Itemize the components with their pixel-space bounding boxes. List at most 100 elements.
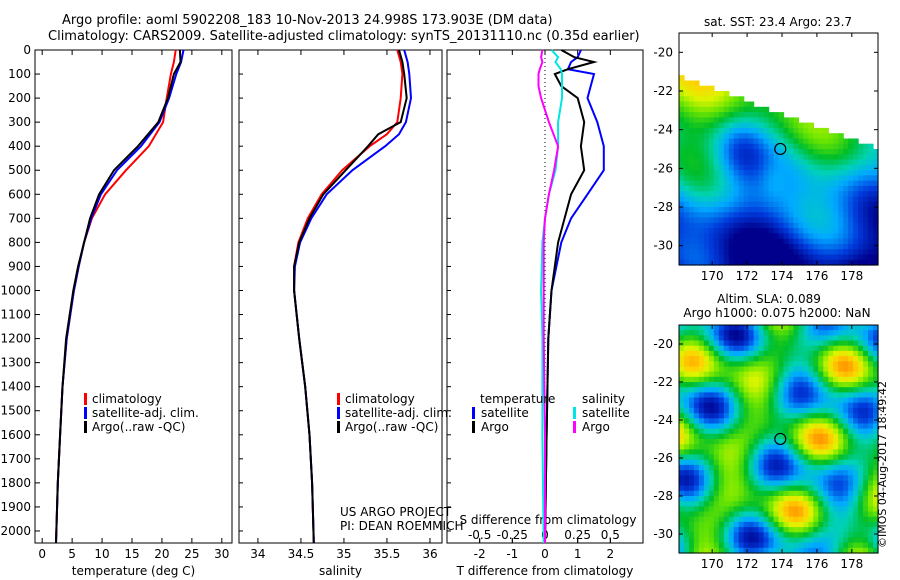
map-cell: [684, 433, 690, 440]
map-cell: [868, 459, 874, 466]
map-cell: [738, 127, 745, 134]
map-cell: [793, 138, 799, 145]
map-cell: [753, 464, 760, 471]
map-cell: [868, 149, 874, 155]
map-cell: [808, 330, 814, 336]
map-cell: [703, 335, 710, 342]
map-cell: [833, 459, 839, 466]
map-cell: [838, 340, 844, 347]
map-cell: [753, 470, 760, 476]
map-cell: [728, 345, 735, 352]
map-cell: [728, 485, 735, 492]
map-cell: [733, 175, 740, 182]
map-cell: [758, 423, 765, 430]
map-cell: [753, 254, 760, 261]
map-cell: [708, 106, 715, 113]
map-cell: [793, 423, 799, 430]
map-cell: [713, 207, 720, 213]
map-cell: [818, 382, 824, 388]
map-cell: [823, 418, 829, 425]
map-cell: [748, 464, 755, 471]
map-cell: [679, 217, 685, 224]
map-cell: [718, 91, 725, 97]
map-cell: [788, 459, 795, 466]
map-cell: [753, 521, 760, 528]
map-cell: [788, 340, 795, 347]
map-cell: [793, 149, 799, 155]
map-cell: [778, 459, 785, 466]
map-cell: [698, 361, 705, 368]
map-cell: [763, 382, 770, 388]
map-cell: [718, 345, 725, 352]
map-cell: [718, 521, 725, 528]
map-cell: [793, 413, 799, 419]
map-cell: [689, 228, 695, 234]
map-cell: [873, 149, 879, 155]
map-cell: [843, 185, 849, 192]
map-cell: [713, 376, 720, 383]
map-cell: [743, 185, 750, 192]
map-cell: [868, 201, 874, 208]
map-cell: [743, 154, 750, 161]
map-cell: [738, 361, 745, 368]
map-cell: [703, 407, 710, 414]
map-cell: [679, 175, 685, 182]
map-cell: [803, 444, 809, 450]
map-cell: [808, 547, 814, 554]
map-cell: [868, 233, 874, 240]
map-cell: [679, 207, 685, 213]
map-cell: [808, 397, 814, 404]
map-cell: [813, 459, 819, 466]
map-cell: [718, 366, 725, 373]
map-cell: [848, 330, 854, 336]
map-cell: [708, 222, 715, 229]
map-cell: [813, 454, 819, 461]
map-cell: [748, 542, 755, 549]
map-cell: [703, 217, 710, 224]
map-cell: [823, 527, 829, 533]
map-cell: [679, 196, 685, 203]
map-cell: [713, 397, 720, 404]
map-cell: [783, 154, 790, 161]
map-cell: [689, 149, 695, 155]
map-cell: [798, 325, 804, 331]
map-cell: [838, 185, 844, 192]
map-cell: [838, 418, 844, 425]
map-cell: [858, 480, 864, 487]
map-cell: [733, 170, 740, 176]
map-cell: [788, 185, 795, 192]
map-cell: [703, 106, 710, 113]
map-cell: [838, 382, 844, 388]
map-cell: [743, 371, 750, 378]
map-cell: [743, 238, 750, 245]
map-cell: [728, 133, 735, 140]
map-cell: [693, 340, 700, 347]
map-cell: [733, 96, 740, 103]
series-line-satellite-adj-clim-: [55, 49, 185, 544]
map-cell: [698, 547, 705, 554]
map-cell: [728, 537, 735, 544]
map-cell: [833, 371, 839, 378]
map-cell: [703, 371, 710, 378]
map-cell: [679, 496, 685, 502]
map-cell: [803, 330, 809, 336]
map-cell: [753, 325, 760, 331]
map-cell: [763, 164, 770, 171]
map-cell: [873, 371, 879, 378]
map-cell: [868, 345, 874, 352]
map-cell: [738, 259, 745, 266]
map-cell: [873, 222, 879, 229]
map-cell: [818, 340, 824, 347]
map-cell: [773, 325, 780, 331]
map-cell: [723, 387, 730, 393]
x2-tick-label: -0.5: [468, 528, 491, 542]
map-cell: [758, 180, 765, 187]
map-cell: [743, 201, 750, 208]
map-cell: [843, 228, 849, 234]
map-cell: [858, 506, 864, 513]
map-cell: [733, 423, 740, 430]
map-cell: [743, 418, 750, 425]
map-cell: [713, 511, 720, 518]
map-cell: [818, 407, 824, 414]
map-cell: [679, 138, 685, 145]
